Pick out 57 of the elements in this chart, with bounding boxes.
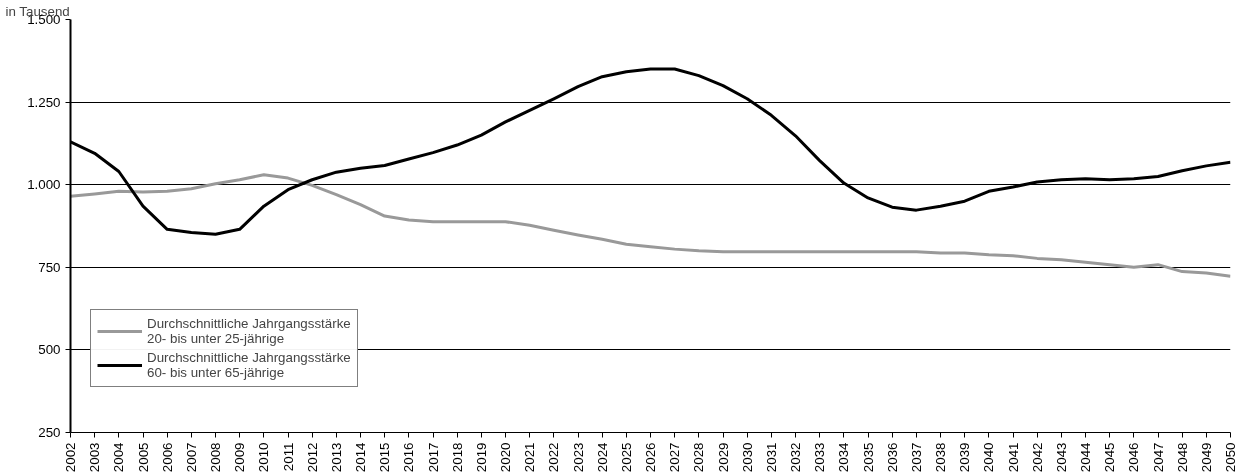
x-tick-label: 2047	[1150, 442, 1166, 473]
x-tick-label: 2040	[981, 442, 997, 473]
x-tick-label: 2026	[643, 442, 658, 473]
x-tick-label: 2021	[522, 442, 538, 473]
x-tick-label: 2003	[87, 442, 103, 473]
legend-label: Durchschnittliche Jahrgangsstärke 60- bis unter 65-jährige	[147, 350, 351, 380]
y-tick-label: 750	[38, 259, 61, 275]
x-tick-label: 2042	[1029, 442, 1045, 473]
x-tick-label: 2027	[667, 442, 683, 473]
legend-label: Durchschnittliche Jahrgangsstärke 20- bis unter 25-jährige	[147, 316, 351, 346]
x-tick-label: 2013	[328, 442, 344, 473]
y-tick-label: 500	[38, 342, 61, 358]
x-tick-label: 2019	[473, 442, 489, 473]
x-tick-label: 2004	[111, 441, 127, 473]
x-tick-label: 2011	[280, 442, 296, 472]
x-tick-label: 2002	[63, 442, 78, 473]
x-tick-label: 2005	[135, 442, 151, 473]
x-tick-label: 2044	[1078, 441, 1093, 473]
x-tick-label: 2043	[1053, 442, 1069, 473]
x-tick-label: 2006	[159, 442, 175, 473]
x-tick-label: 2045	[1102, 442, 1118, 473]
x-tick-label: 2034	[836, 441, 852, 473]
x-tick-label: 2010	[256, 442, 272, 473]
x-tick-label: 2009	[232, 442, 248, 473]
x-tick-label: 2046	[1126, 442, 1142, 473]
y-tick-label: 1.250	[27, 94, 61, 110]
x-tick-label: 2035	[860, 442, 876, 473]
x-tick-label: 2018	[449, 442, 465, 473]
x-tick-label: 2049	[1198, 442, 1214, 473]
x-tick-label: 2020	[498, 442, 513, 473]
x-tick-label: 2015	[377, 442, 393, 473]
x-tick-label: 2017	[425, 442, 441, 473]
x-tick-label: 2033	[812, 442, 828, 473]
x-tick-label: 2037	[908, 442, 924, 473]
x-tick-label: 2023	[570, 442, 586, 473]
x-tick-label: 2048	[1174, 442, 1190, 473]
x-tick-label: 2038	[933, 442, 948, 473]
x-tick-label: 2012	[304, 442, 320, 473]
x-tick-label: 2014	[353, 441, 368, 473]
x-tick-label: 2030	[739, 442, 755, 473]
x-tick-label: 2016	[401, 442, 417, 473]
x-tick-label: 2024	[594, 441, 610, 473]
x-tick-label: 2031	[763, 442, 779, 473]
x-tick-label: 2032	[788, 442, 803, 473]
x-tick-label: 2050	[1223, 442, 1237, 473]
x-tick-label: 2025	[618, 442, 634, 473]
x-tick-label: 2028	[691, 442, 707, 473]
x-tick-label: 2036	[884, 442, 900, 473]
x-tick-label: 2008	[208, 442, 223, 473]
x-tick-label: 2041	[1005, 442, 1021, 473]
y-tick-label: 250	[38, 425, 61, 440]
x-tick-label: 2022	[546, 442, 562, 473]
x-tick-label: 2007	[183, 442, 199, 473]
y-tick-label: 1.000	[27, 177, 61, 193]
x-tick-label: 2039	[957, 442, 973, 473]
line-series	[70, 173, 1231, 278]
x-tick-label: 2029	[715, 442, 731, 473]
